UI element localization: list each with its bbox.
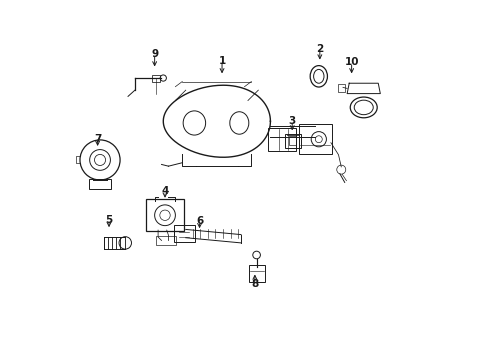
Text: 8: 8 — [251, 279, 258, 289]
Text: 5: 5 — [105, 215, 112, 225]
Text: 4: 4 — [161, 186, 168, 196]
Text: 10: 10 — [344, 58, 358, 67]
Text: 7: 7 — [94, 134, 101, 144]
Text: 1: 1 — [218, 56, 225, 66]
Text: 6: 6 — [196, 216, 203, 226]
Text: 3: 3 — [288, 116, 295, 126]
Text: 2: 2 — [316, 44, 323, 54]
Text: 9: 9 — [151, 49, 158, 59]
